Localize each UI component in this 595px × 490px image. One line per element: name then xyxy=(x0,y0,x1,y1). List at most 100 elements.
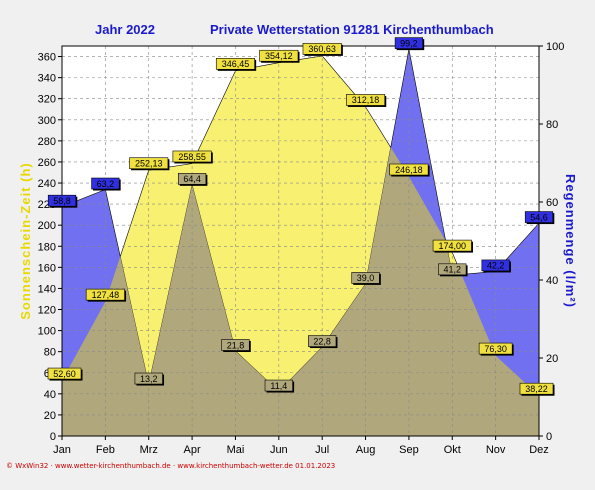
left-tick-label: 140 xyxy=(38,283,56,295)
right-tick-label: 20 xyxy=(546,353,558,365)
rain-data-label: 64,4 xyxy=(177,173,208,186)
sunshine-data-label: 127,48 xyxy=(85,288,127,302)
sunshine-data-label-box xyxy=(478,342,513,355)
rain-data-label-text: 39,0 xyxy=(357,273,375,283)
rain-data-label-text: 99,2 xyxy=(400,38,418,48)
rain-data-label: 13,2 xyxy=(134,372,165,386)
left-tick-label: 300 xyxy=(38,115,56,127)
data-labels: 58,8 63,2 13,2 64,4 21,8 11,4 22,8 39,0 99,2 41,2… xyxy=(47,37,555,396)
right-tick-label: 60 xyxy=(546,197,558,209)
rain-data-label-box xyxy=(91,177,120,190)
x-tick-label: Nov xyxy=(486,444,506,456)
sunshine-data-label: 346,45 xyxy=(215,58,257,71)
sunshine-data-label-box xyxy=(215,58,255,70)
rain-data-label-box xyxy=(394,37,424,49)
rain-data-label: 42,2 xyxy=(481,259,511,273)
sunshine-data-label: 258,55 xyxy=(172,150,213,164)
left-tick-label: 180 xyxy=(38,241,56,253)
left-tick-label: 360 xyxy=(38,52,56,64)
x-tick-label: Mrz xyxy=(140,444,158,456)
rain-data-label-text: 54,6 xyxy=(530,212,548,222)
rain-data-label: 54,6 xyxy=(524,211,555,225)
left-tick-label: 160 xyxy=(38,262,56,274)
left-tick-label: 80 xyxy=(44,347,56,359)
rain-data-label-text: 22,8 xyxy=(313,336,331,346)
sunshine-data-label-box xyxy=(129,157,169,170)
sunshine-data-label-box xyxy=(432,239,472,252)
sunshine-data-label-box xyxy=(346,94,386,106)
x-tick-label: Okt xyxy=(444,444,461,456)
sunshine-data-label-text: 258,55 xyxy=(178,152,206,162)
rain-data-label-box xyxy=(351,272,380,284)
rain-data-label-box xyxy=(524,211,554,223)
left-tick-label: 280 xyxy=(38,136,56,148)
x-tick-label: Apr xyxy=(184,444,201,456)
left-tick-label: 320 xyxy=(38,94,56,106)
rain-data-label-box xyxy=(221,339,250,351)
sunshine-data-label-text: 127,48 xyxy=(92,290,120,300)
left-tick-label: 120 xyxy=(38,305,56,317)
left-tick-label: 40 xyxy=(44,389,56,401)
rain-data-label: 22,8 xyxy=(308,335,338,349)
sunshine-data-label-text: 38,22 xyxy=(525,384,548,394)
sunshine-data-label-text: 76,30 xyxy=(484,344,507,354)
sunshine-data-label-text: 174,00 xyxy=(439,241,467,251)
sunshine-data-label: 246,18 xyxy=(389,163,430,177)
axes: 0204060801001201401601802002202402602803… xyxy=(38,41,565,456)
plot-frame xyxy=(61,45,540,437)
sunshine-data-label-text: 312,18 xyxy=(352,95,380,105)
left-tick-label: 340 xyxy=(38,73,56,85)
left-tick-label: 20 xyxy=(44,410,56,422)
sunshine-data-label-text: 354,12 xyxy=(265,51,293,61)
rain-data-label-text: 58,8 xyxy=(53,196,71,206)
right-tick-label: 40 xyxy=(546,275,558,287)
rain-data-label-box xyxy=(177,173,207,185)
rain-data-label: 11,4 xyxy=(264,379,295,393)
rain-data-label-box xyxy=(264,379,293,392)
rain-data-label: 99,2 xyxy=(394,37,425,51)
sunshine-data-label-box xyxy=(259,49,299,62)
rain-data-label-box xyxy=(438,263,467,276)
x-tick-label: Jan xyxy=(53,444,71,456)
left-tick-label: 260 xyxy=(38,157,56,169)
station-title: Private Wetterstation 91281 Kirchenthumb… xyxy=(210,22,494,37)
rain-data-label-box xyxy=(134,372,163,385)
x-tick-label: Sep xyxy=(399,444,419,456)
right-axis-label: Regenmenge (l/m²) xyxy=(563,174,578,308)
sunshine-data-label-box xyxy=(172,150,212,163)
year-title: Jahr 2022 xyxy=(95,22,155,37)
sunshine-data-label-text: 360,63 xyxy=(308,44,336,54)
footer-credit: © WxWin32 · www.wetter-kirchenthumbach.d… xyxy=(6,462,335,470)
rain-data-label: 21,8 xyxy=(221,339,251,352)
rain-data-label-text: 42,2 xyxy=(487,261,505,271)
rain-data-label: 58,8 xyxy=(47,194,78,208)
sunshine-data-label: 360,63 xyxy=(302,43,343,56)
x-tick-label: Aug xyxy=(356,444,376,456)
rain-data-label-box xyxy=(308,335,337,347)
x-tick-label: Mai xyxy=(227,444,245,456)
sunshine-data-label: 52,60 xyxy=(47,367,83,381)
rain-data-label: 63,2 xyxy=(91,177,121,191)
sunshine-data-label-box xyxy=(302,43,342,55)
sunshine-data-label: 252,13 xyxy=(129,157,170,171)
left-tick-label: 200 xyxy=(38,220,56,232)
right-tick-label: 0 xyxy=(546,431,552,443)
rain-data-label-text: 13,2 xyxy=(140,374,158,384)
x-tick-label: Feb xyxy=(96,444,115,456)
rain-data-label-box xyxy=(481,259,510,272)
left-tick-label: 240 xyxy=(38,178,56,190)
sunshine-data-label-text: 346,45 xyxy=(222,59,250,69)
sunshine-data-label: 76,30 xyxy=(478,342,514,356)
sunshine-data-label-box xyxy=(519,382,554,395)
sunshine-data-label-box xyxy=(85,288,125,301)
x-tick-label: Jun xyxy=(270,444,288,456)
sunshine-data-label: 38,22 xyxy=(519,382,555,396)
rain-data-label-text: 64,4 xyxy=(183,174,201,184)
sunshine-data-label-box xyxy=(47,367,82,380)
sunshine-data-label-text: 246,18 xyxy=(395,165,423,175)
sunshine-data-label: 312,18 xyxy=(346,94,387,107)
left-tick-label: 100 xyxy=(38,326,56,338)
right-tick-label: 100 xyxy=(546,41,564,53)
x-tick-label: Dez xyxy=(529,444,549,456)
